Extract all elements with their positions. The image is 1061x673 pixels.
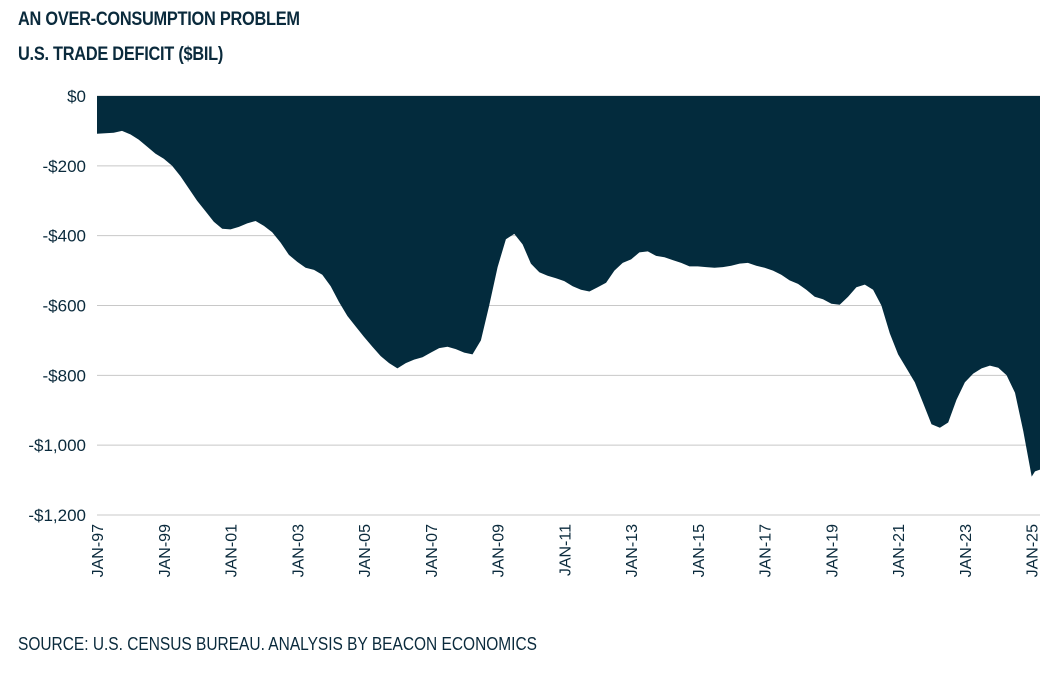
x-tick-label: JAN-25 [1025, 524, 1042, 577]
x-tick-label: JAN-01 [224, 524, 241, 577]
trade-deficit-area [97, 96, 1040, 477]
x-tick-label: JAN-03 [290, 524, 307, 577]
y-tick-label: -$1,200 [28, 506, 86, 525]
y-tick-label: -$400 [43, 227, 86, 246]
x-tick-label: JAN-99 [157, 524, 174, 577]
x-tick-label: JAN-09 [491, 524, 508, 577]
x-tick-label: JAN-19 [824, 524, 841, 577]
y-tick-label: -$200 [43, 157, 86, 176]
x-tick-label: JAN-11 [557, 524, 574, 576]
y-tick-label: -$800 [43, 366, 86, 385]
y-tick-label: -$600 [43, 297, 86, 316]
x-tick-label: JAN-17 [758, 524, 775, 577]
y-tick-label: $0 [67, 87, 86, 106]
chart-subtitle: U.S. TRADE DEFICIT ($BIL) [18, 44, 224, 65]
x-tick-label: JAN-13 [624, 524, 641, 577]
x-tick-label: JAN-05 [357, 524, 374, 577]
x-tick-label: JAN-07 [424, 524, 441, 577]
chart-title: AN OVER-CONSUMPTION PROBLEM [18, 9, 300, 30]
x-tick-label: JAN-23 [958, 524, 975, 577]
x-tick-label: JAN-15 [691, 524, 708, 577]
source-note: SOURCE: U.S. CENSUS BUREAU. ANALYSIS BY … [18, 634, 537, 654]
x-axis-ticks: JAN-97 JAN-99 JAN-01 JAN-03 JAN-05 JAN-07 JAN-… [90, 524, 1042, 577]
x-tick-label: JAN-97 [90, 524, 107, 577]
y-tick-label: -$1,000 [28, 436, 86, 455]
x-tick-label: JAN-21 [891, 524, 908, 577]
y-axis-ticks: $0 -$200 -$400 -$600 -$800 -$1,000 -$1,200 [28, 87, 86, 525]
